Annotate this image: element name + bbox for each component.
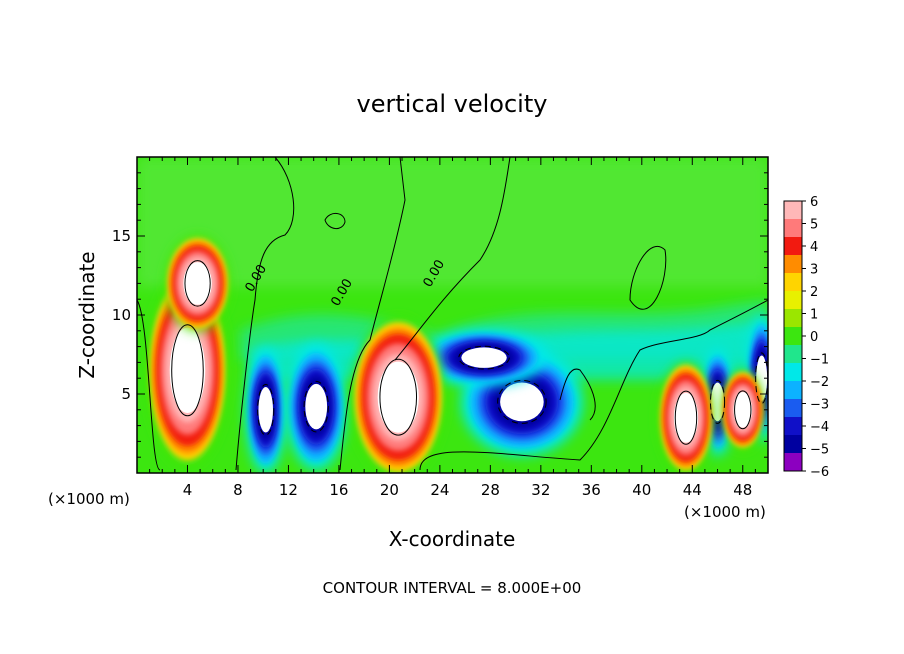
colorbar-label: 3 xyxy=(810,263,818,278)
colorbar-swatch xyxy=(784,435,802,454)
negative-contour xyxy=(458,345,510,370)
negative-contour xyxy=(303,380,329,433)
positive-contour xyxy=(734,390,752,430)
colorbar-swatch xyxy=(784,291,802,310)
x-axis-ticks: 4 8 12 16 20 24 28 32 36 40 44 48 xyxy=(149,157,756,499)
updraft-cell xyxy=(659,362,713,473)
x-tick-label: 28 xyxy=(481,481,500,499)
colorbar-swatch xyxy=(784,363,802,382)
contour-lines xyxy=(137,157,768,471)
positive-contour xyxy=(184,260,211,307)
colorbar-swatch xyxy=(784,327,802,346)
colorbar-label: −1 xyxy=(810,353,829,368)
positive-contour xyxy=(379,358,418,436)
x-unit-right: (×1000 m) xyxy=(684,503,766,521)
colorbar-swatch xyxy=(784,201,802,220)
updraft-cell xyxy=(166,236,230,331)
x-tick-label: 44 xyxy=(683,481,702,499)
negative-contour xyxy=(709,379,726,424)
downdraft-cell xyxy=(420,329,548,387)
downdraft-cell xyxy=(285,343,347,470)
y-tick-label: 10 xyxy=(112,306,131,324)
colorbar-swatch xyxy=(784,255,802,274)
colorbar-label: 6 xyxy=(810,195,818,210)
negative-contour xyxy=(497,379,547,424)
colorbar-swatch xyxy=(784,219,802,238)
x-tick-label: 24 xyxy=(430,481,449,499)
colorbar-swatch xyxy=(784,309,802,328)
colorbar-label: −2 xyxy=(810,375,829,390)
colorbar-label: −4 xyxy=(810,420,829,435)
colorbar-label: 1 xyxy=(810,308,818,323)
x-unit-left: (×1000 m) xyxy=(48,490,130,508)
x-tick-label: 4 xyxy=(183,481,193,499)
x-tick-label: 36 xyxy=(582,481,601,499)
positive-contour xyxy=(171,324,204,417)
chart-title: vertical velocity xyxy=(357,90,548,118)
colorbar-swatch xyxy=(784,237,802,256)
colorbar-label: −5 xyxy=(810,443,829,458)
zero-contour xyxy=(419,299,768,471)
y-axis-label: Z-coordinate xyxy=(75,251,99,378)
zero-contour xyxy=(235,157,295,471)
colorbar-label: 4 xyxy=(810,240,818,255)
positive-contour xyxy=(674,390,698,445)
colorbar-swatch xyxy=(784,381,802,400)
downdraft-cell xyxy=(245,346,286,473)
colorbar: 6 5 4 3 2 1 0 −1 −2 −3 −4 −5 −6 xyxy=(783,195,829,480)
zero-contour xyxy=(629,246,667,310)
x-tick-label: 16 xyxy=(329,481,348,499)
colorbar-swatch xyxy=(784,417,802,436)
colorbar-swatch xyxy=(784,345,802,364)
y-tick-label: 15 xyxy=(112,227,131,245)
colorbar-swatch xyxy=(784,453,802,472)
x-tick-label: 32 xyxy=(531,481,550,499)
upper-field xyxy=(137,157,768,287)
x-axis-label: X-coordinate xyxy=(389,527,516,551)
x-tick-label: 48 xyxy=(733,481,752,499)
updraft-cell xyxy=(352,318,444,473)
x-tick-label: 12 xyxy=(279,481,298,499)
contour-interval-note: CONTOUR INTERVAL = 8.000E+00 xyxy=(323,579,582,597)
x-tick-label: 40 xyxy=(632,481,651,499)
colorbar-swatch xyxy=(784,273,802,292)
zero-contour xyxy=(324,213,346,229)
colorbar-label: 2 xyxy=(810,285,818,300)
colorbar-label: −6 xyxy=(810,465,829,480)
zero-contour xyxy=(559,368,596,421)
zero-contour xyxy=(339,157,406,471)
updraft-cell xyxy=(722,370,764,450)
zero-contour xyxy=(137,299,161,471)
y-axis-ticks: 5 10 15 xyxy=(112,172,768,458)
colorbar-label: 5 xyxy=(810,218,818,233)
colorbar-label: 0 xyxy=(810,330,818,345)
zero-contour xyxy=(394,157,511,361)
colorbar-label: −3 xyxy=(810,398,829,413)
plot-field: 0.00 0.000.00 xyxy=(137,157,768,473)
x-tick-label: 8 xyxy=(233,481,243,499)
negative-contour xyxy=(257,384,275,436)
colorbar-swatch xyxy=(784,399,802,418)
updraft-layer xyxy=(148,236,764,473)
x-tick-label: 20 xyxy=(380,481,399,499)
y-tick-label: 5 xyxy=(121,385,131,403)
